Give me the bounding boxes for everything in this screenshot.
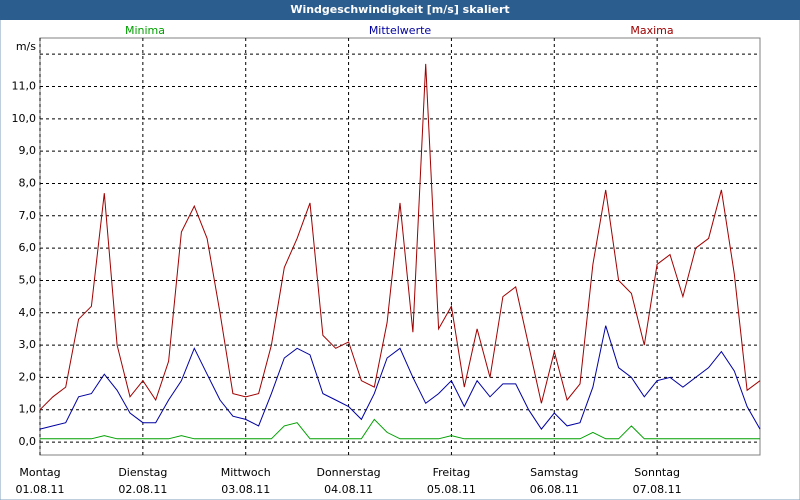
y-tick-label: 6,0 xyxy=(19,241,37,254)
legend-label: Mittelwerte xyxy=(369,24,432,37)
series-line xyxy=(39,325,761,430)
legend-label: Maxima xyxy=(630,24,673,37)
x-tick-label: Donnerstag xyxy=(316,466,380,479)
x-tick-date: 04.08.11 xyxy=(324,483,373,496)
x-tick-label: Sonntag xyxy=(634,466,680,479)
x-tick-date: 07.08.11 xyxy=(633,483,682,496)
series-line xyxy=(40,418,760,440)
series-line xyxy=(39,63,761,411)
y-tick-label: 4,0 xyxy=(19,306,37,319)
y-tick-label: 9,0 xyxy=(19,144,37,157)
chart-title: Windgeschwindigkeit [m/s] skaliert xyxy=(290,3,509,16)
title-bar xyxy=(0,0,800,20)
x-tick-label: Dienstag xyxy=(118,466,167,479)
x-tick-label: Mittwoch xyxy=(221,466,271,479)
x-tick-label: Freitag xyxy=(433,466,471,479)
y-tick-label: m/s xyxy=(16,40,36,53)
x-tick-date: 03.08.11 xyxy=(221,483,270,496)
y-tick-label: 8,0 xyxy=(19,176,37,189)
y-tick-label: 1,0 xyxy=(19,403,37,416)
x-tick-date: 05.08.11 xyxy=(427,483,476,496)
y-tick-label: 5,0 xyxy=(19,273,37,286)
y-tick-label: 7,0 xyxy=(19,209,37,222)
x-tick-label: Samstag xyxy=(530,466,578,479)
x-tick-date: 02.08.11 xyxy=(118,483,167,496)
y-tick-label: 10,0 xyxy=(12,112,37,125)
legend-label: Minima xyxy=(125,24,165,37)
x-tick-date: 06.08.11 xyxy=(530,483,579,496)
y-tick-label: 11,0 xyxy=(12,79,37,92)
y-tick-label: 3,0 xyxy=(19,338,37,351)
x-tick-label: Montag xyxy=(19,466,60,479)
x-tick-date: 01.08.11 xyxy=(16,483,65,496)
y-tick-label: 0,0 xyxy=(19,435,37,448)
plot-frame xyxy=(39,37,761,456)
y-tick-label: 2,0 xyxy=(19,370,37,383)
